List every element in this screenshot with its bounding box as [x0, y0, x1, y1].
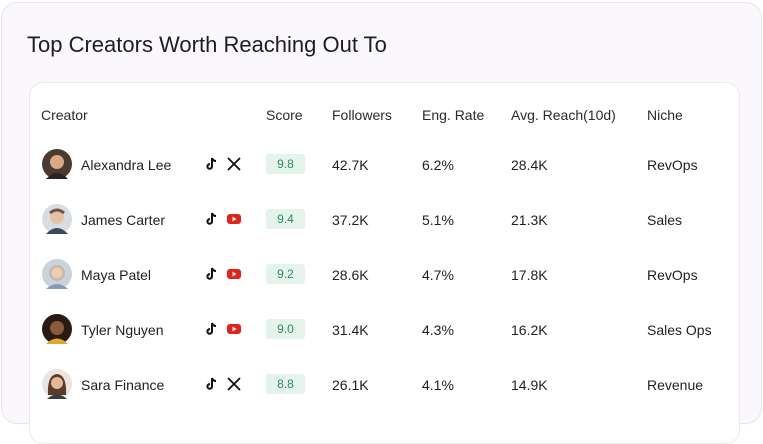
creator-name[interactable]: Sara Finance — [81, 377, 165, 393]
engagement-rate: 6.2% — [422, 157, 454, 173]
creator-name[interactable]: Alexandra Lee — [81, 157, 172, 173]
followers: 28.6K — [332, 267, 369, 283]
avatar — [42, 369, 72, 399]
followers: 42.7K — [332, 157, 369, 173]
score-badge: 8.8 — [266, 374, 305, 394]
youtube-icon[interactable] — [227, 267, 241, 281]
tiktok-icon[interactable] — [205, 157, 219, 171]
engagement-rate: 4.1% — [422, 377, 454, 393]
x-icon[interactable] — [227, 377, 241, 391]
youtube-icon[interactable] — [227, 322, 241, 336]
column-header[interactable]: Eng. Rate — [422, 107, 485, 123]
niche: Sales Ops — [647, 322, 712, 338]
engagement-rate: 4.3% — [422, 322, 454, 338]
creator-table: Creator Score Followers Eng. Rate Avg. R… — [29, 82, 740, 444]
column-header: Creator — [41, 107, 88, 123]
avg-reach: 21.3K — [511, 212, 548, 228]
card-title: Top Creators Worth Reaching Out To — [27, 32, 387, 57]
score-badge: 9.2 — [266, 264, 305, 284]
creator-name[interactable]: Maya Patel — [81, 267, 152, 283]
avg-reach: 17.8K — [511, 267, 548, 283]
avg-reach: 14.9K — [511, 377, 548, 393]
engagement-rate: 5.1% — [422, 212, 454, 228]
niche: Sales — [647, 212, 683, 228]
tiktok-icon[interactable] — [205, 267, 219, 281]
youtube-icon[interactable] — [227, 212, 241, 226]
niche: RevOps — [647, 157, 698, 173]
creator-name[interactable]: James Carter — [81, 212, 166, 228]
score-badge: 9.8 — [266, 154, 305, 174]
avatar — [42, 314, 72, 344]
tiktok-icon[interactable] — [205, 322, 219, 336]
avg-reach: 28.4K — [511, 157, 548, 173]
tiktok-icon[interactable] — [205, 212, 219, 226]
score-badge: 9.0 — [266, 319, 305, 339]
tiktok-icon[interactable] — [205, 377, 219, 391]
avg-reach: 16.2K — [511, 322, 548, 338]
column-header[interactable]: Niche — [647, 107, 683, 123]
followers: 26.1K — [332, 377, 369, 393]
column-header[interactable]: Avg. Reach(10d) — [511, 107, 616, 123]
avatar — [42, 259, 72, 289]
niche: RevOps — [647, 267, 698, 283]
creator-name[interactable]: Tyler Nguyen — [81, 322, 164, 338]
avatar — [42, 204, 72, 234]
followers: 31.4K — [332, 322, 369, 338]
niche: Revenue — [647, 377, 704, 393]
followers: 37.2K — [332, 212, 369, 228]
column-header[interactable]: Followers — [332, 107, 392, 123]
column-header[interactable]: Score — [266, 107, 303, 123]
x-icon[interactable] — [227, 157, 241, 171]
engagement-rate: 4.7% — [422, 267, 454, 283]
avatar — [42, 149, 72, 179]
score-badge: 9.4 — [266, 209, 305, 229]
